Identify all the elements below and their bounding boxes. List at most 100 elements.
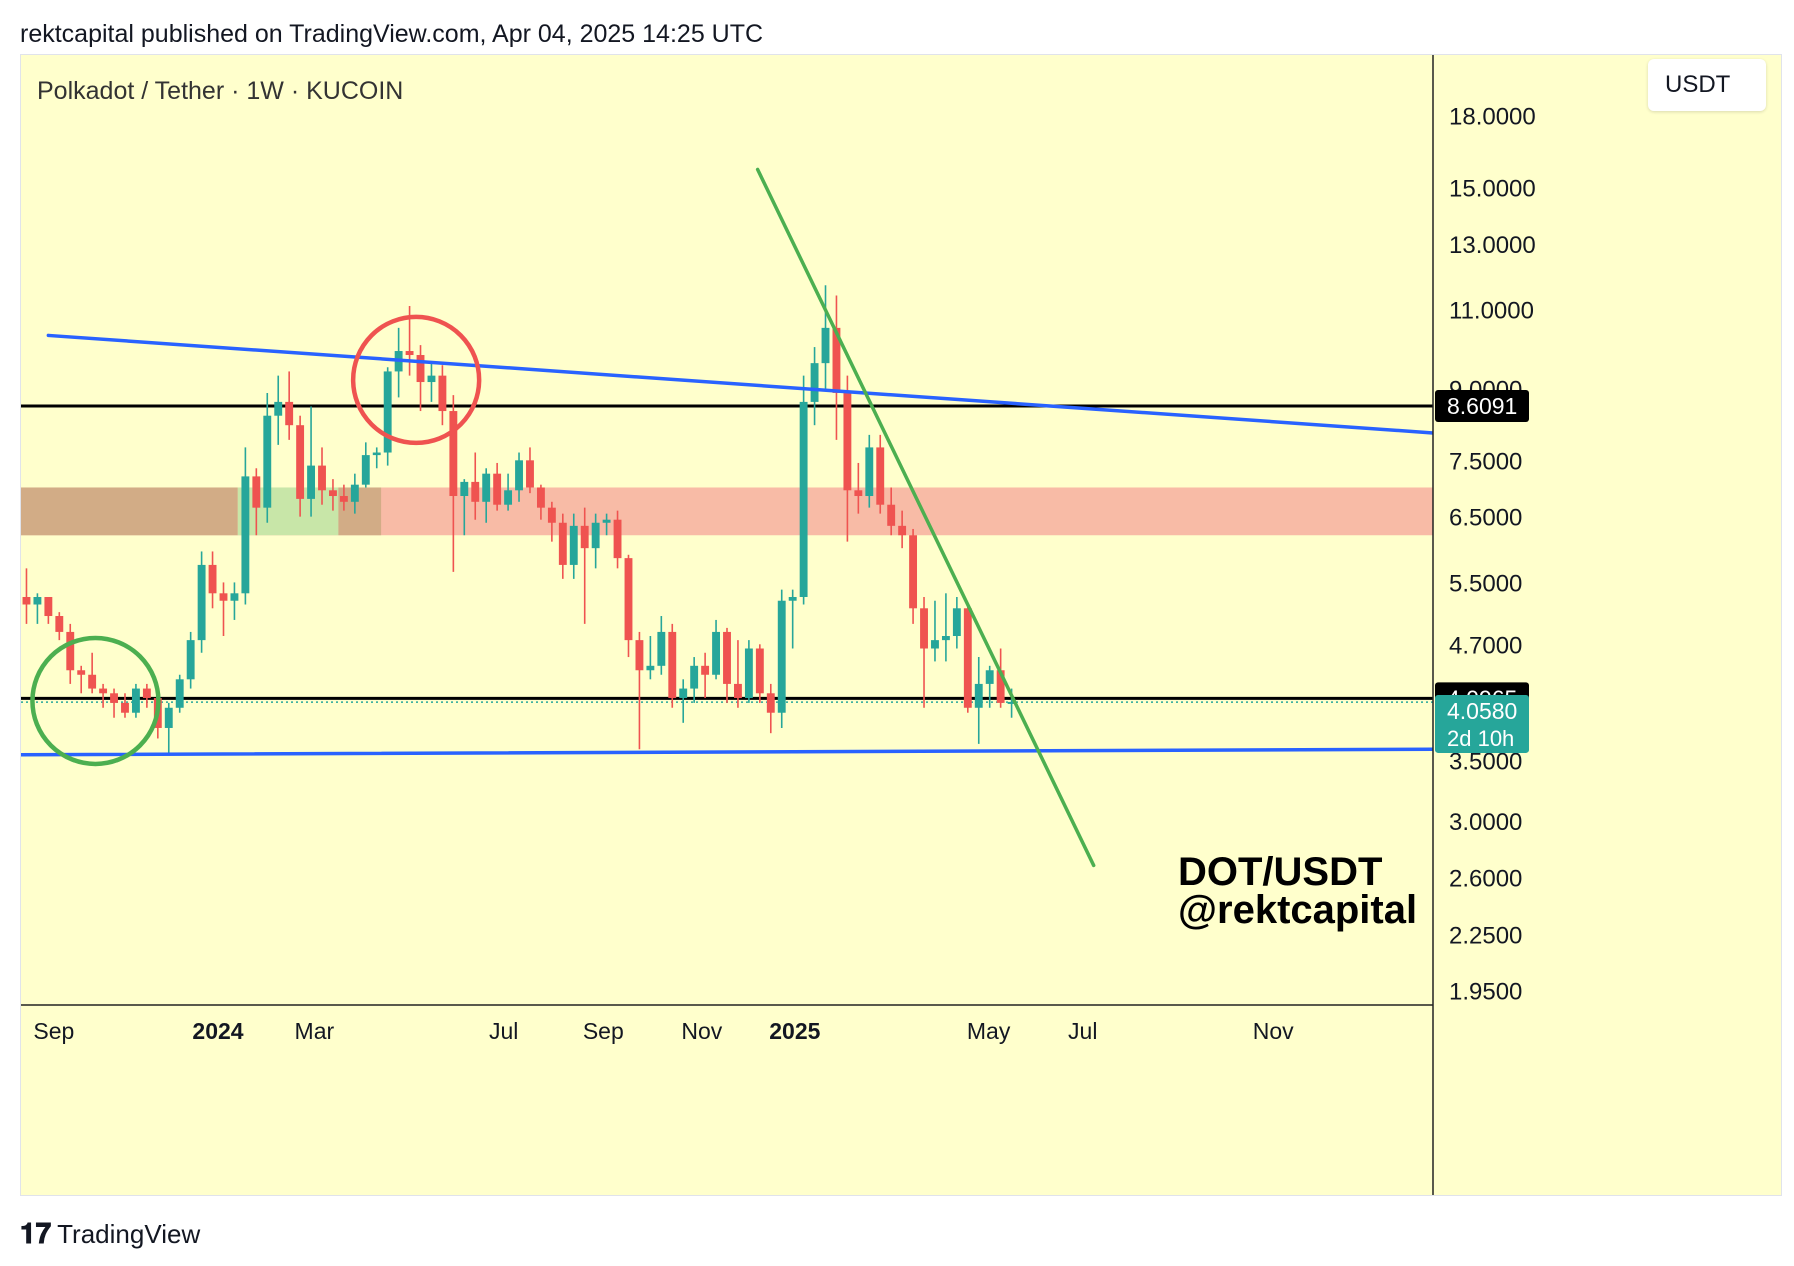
candle-59 bbox=[668, 623, 677, 708]
candle-42 bbox=[482, 468, 491, 523]
price-chart[interactable]: DOT/USDT@rektcapital 18.000015.000013.00… bbox=[21, 55, 1781, 1195]
candle-33 bbox=[383, 367, 392, 466]
candle-body bbox=[44, 596, 53, 617]
candle-71 bbox=[799, 375, 808, 605]
candle-7 bbox=[99, 683, 108, 708]
candle-53 bbox=[602, 513, 611, 536]
candle-8 bbox=[110, 688, 118, 718]
candle-body bbox=[449, 411, 458, 497]
candle-body bbox=[416, 355, 425, 383]
candle-body bbox=[175, 679, 184, 708]
candle-81 bbox=[909, 528, 918, 624]
candle-4 bbox=[66, 623, 75, 684]
candle-body bbox=[580, 525, 589, 549]
candle-44 bbox=[504, 473, 513, 511]
candle-body bbox=[361, 455, 370, 485]
candle-body bbox=[679, 688, 688, 699]
candle-body bbox=[186, 640, 195, 680]
candle-body bbox=[843, 392, 852, 491]
candle-body bbox=[22, 596, 31, 605]
candle-74 bbox=[832, 295, 841, 440]
candle-body bbox=[810, 363, 819, 402]
candle-body bbox=[536, 487, 545, 508]
candle-10 bbox=[131, 683, 140, 718]
candle-11 bbox=[142, 683, 151, 708]
candle-16 bbox=[197, 551, 206, 653]
candle-76 bbox=[854, 462, 863, 514]
x-tick-label: Sep bbox=[583, 1018, 624, 1044]
candle-77 bbox=[865, 434, 874, 508]
candle-body bbox=[766, 693, 775, 713]
price-axis-bg bbox=[1433, 55, 1781, 1195]
candle-6 bbox=[88, 652, 97, 694]
candle-1 bbox=[33, 593, 42, 624]
last-price-label-countdown: 2d 10h bbox=[1447, 726, 1514, 751]
candle-80 bbox=[898, 510, 907, 549]
bottom-circle bbox=[30, 635, 161, 767]
candle-body bbox=[33, 596, 42, 605]
y-tick-label: 1.9500 bbox=[1449, 979, 1522, 1006]
candle-body bbox=[854, 490, 863, 497]
candle-58 bbox=[657, 616, 666, 675]
x-tick-label: May bbox=[967, 1018, 1011, 1044]
candle-body bbox=[690, 665, 699, 689]
publish-header: rektcapital published on TradingView.com… bbox=[20, 20, 764, 48]
last-price-label-bg bbox=[1435, 694, 1529, 753]
x-tick-label: 2025 bbox=[769, 1018, 820, 1044]
y-tick-label: 18.0000 bbox=[1449, 104, 1536, 131]
candle-23 bbox=[274, 375, 283, 445]
candle-body bbox=[963, 608, 972, 708]
candle-60 bbox=[679, 679, 688, 723]
candle-69 bbox=[777, 589, 786, 728]
candle-body bbox=[635, 640, 644, 671]
footer-brand[interactable]: 𝟏𝟕 TradingView bbox=[20, 1218, 200, 1251]
candle-26 bbox=[307, 406, 316, 517]
candle-46 bbox=[526, 447, 534, 494]
symbol-title[interactable]: Polkadot / Tether · 1W · KUCOIN bbox=[37, 77, 404, 105]
candle-body bbox=[788, 596, 797, 601]
candle-24 bbox=[285, 371, 294, 440]
candle-65 bbox=[734, 640, 742, 708]
candle-body bbox=[383, 371, 392, 453]
candle-20 bbox=[241, 447, 250, 605]
y-tick-label: 2.2500 bbox=[1449, 922, 1522, 949]
candle-body bbox=[471, 481, 480, 502]
upper-channel bbox=[46, 333, 1435, 435]
x-tick-label: Jul bbox=[489, 1018, 518, 1044]
candle-body bbox=[909, 535, 918, 609]
candle-body bbox=[701, 665, 710, 675]
candle-body bbox=[460, 481, 469, 497]
candle-body bbox=[427, 375, 436, 383]
currency-button[interactable]: USDT bbox=[1648, 59, 1766, 111]
candles-layer bbox=[22, 285, 1016, 755]
descending-trendline bbox=[755, 167, 1096, 868]
candle-body bbox=[920, 608, 928, 649]
candle-38 bbox=[438, 365, 447, 426]
candle-45 bbox=[515, 452, 523, 502]
candle-body bbox=[372, 452, 381, 456]
tan-zone-a bbox=[21, 487, 238, 536]
candle-28 bbox=[329, 479, 337, 511]
candle-body bbox=[832, 327, 841, 393]
watermark-line-1: @rektcapital bbox=[1178, 888, 1417, 932]
top-circle bbox=[350, 314, 482, 446]
x-tick-label: Jul bbox=[1068, 1018, 1097, 1044]
candle-body bbox=[941, 636, 950, 641]
candle-78 bbox=[876, 434, 885, 514]
level-label-high-text: 8.6091 bbox=[1447, 393, 1517, 419]
candle-body bbox=[558, 522, 567, 565]
candle-86 bbox=[963, 604, 972, 713]
candle-body bbox=[110, 693, 118, 703]
candle-body bbox=[952, 608, 961, 637]
candle-87 bbox=[974, 657, 983, 744]
candle-body bbox=[263, 415, 272, 508]
y-tick-label: 13.0000 bbox=[1449, 232, 1536, 259]
candle-49 bbox=[558, 513, 567, 579]
last-price-label-text: 4.0580 bbox=[1447, 698, 1517, 724]
candle-15 bbox=[186, 631, 195, 689]
candle-body bbox=[657, 631, 666, 666]
candle-3 bbox=[55, 612, 64, 641]
candle-body bbox=[55, 616, 64, 632]
chart-frame[interactable]: DOT/USDT @rektcapital 18.0000 15.0000 13.00… bbox=[20, 54, 1782, 1196]
candle-54 bbox=[613, 510, 622, 569]
